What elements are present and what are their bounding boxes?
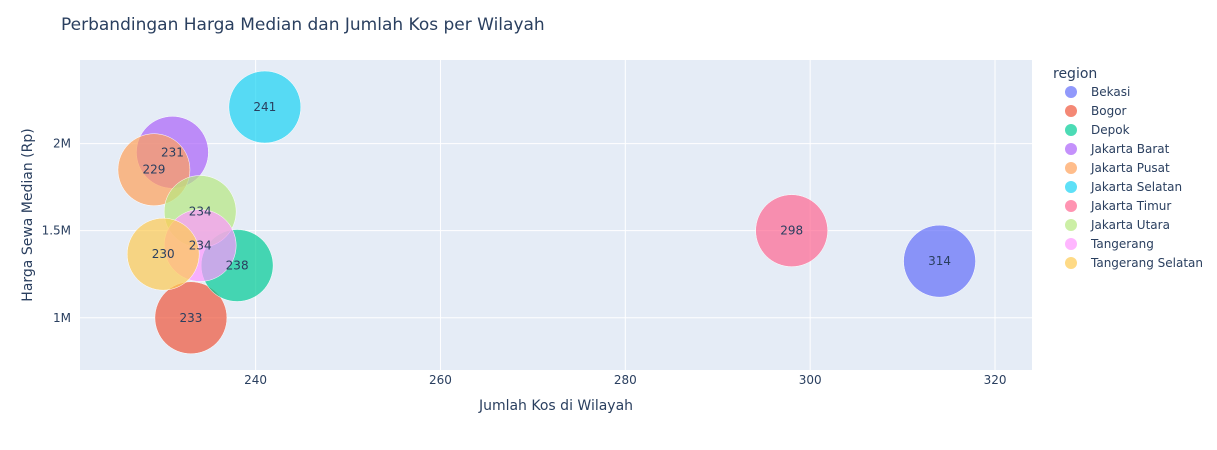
x-tick-label: 300 xyxy=(799,373,822,387)
bubble-tangerang-selatan[interactable] xyxy=(126,217,200,291)
x-tick-label: 280 xyxy=(614,373,637,387)
y-tick-label: 1M xyxy=(53,311,71,325)
y-tick-label: 2M xyxy=(53,137,71,151)
legend-item-label[interactable]: Bogor xyxy=(1091,104,1127,118)
legend-marker[interactable] xyxy=(1065,200,1077,212)
x-tick-label: 260 xyxy=(429,373,452,387)
bubble-jakarta-pusat[interactable] xyxy=(117,133,191,206)
bubble-label: 230 xyxy=(152,247,175,261)
legend-item-label[interactable]: Tangerang Selatan xyxy=(1090,256,1203,270)
bubble-label: 231 xyxy=(161,145,184,159)
legend-marker[interactable] xyxy=(1065,238,1077,250)
legend-marker[interactable] xyxy=(1065,105,1077,117)
y-axis-title: Harga Sewa Median (Rp) xyxy=(20,128,36,301)
x-axis-title: Jumlah Kos di Wilayah xyxy=(478,398,633,414)
chart-title: Perbandingan Harga Median dan Jumlah Kos… xyxy=(61,15,545,35)
y-tick-label: 1.5M xyxy=(42,224,71,238)
bubble-jakarta-selatan[interactable] xyxy=(228,70,302,144)
legend-marker[interactable] xyxy=(1065,181,1077,193)
x-tick-label: 320 xyxy=(984,373,1007,387)
bubble-label: 238 xyxy=(226,259,249,273)
x-axis-ticks: 240 260 280 300 320 xyxy=(244,373,1006,387)
legend-item-label[interactable]: Jakarta Barat xyxy=(1090,142,1170,156)
bubble-label: 241 xyxy=(253,100,276,114)
legend-item-label[interactable]: Jakarta Timur xyxy=(1090,199,1171,213)
legend-item-label[interactable]: Jakarta Pusat xyxy=(1090,161,1170,175)
bubble-label: 298 xyxy=(780,224,803,238)
legend-marker[interactable] xyxy=(1065,124,1077,136)
bubble-label: 234 xyxy=(189,205,212,219)
legend-marker[interactable] xyxy=(1065,257,1077,269)
legend-title: region xyxy=(1053,66,1097,82)
bubble-label: 234 xyxy=(189,238,212,252)
x-tick-label: 240 xyxy=(244,373,267,387)
legend: Bekasi Bogor Depok Jakarta Barat Jakarta Pus… xyxy=(1065,85,1203,270)
legend-marker[interactable] xyxy=(1065,162,1077,174)
legend-item-label[interactable]: Jakarta Utara xyxy=(1090,218,1170,232)
bubble-bogor[interactable] xyxy=(154,281,228,355)
legend-item-label[interactable]: Bekasi xyxy=(1091,85,1130,99)
legend-marker[interactable] xyxy=(1065,86,1077,98)
legend-marker[interactable] xyxy=(1065,143,1077,155)
bubble-jakarta-timur[interactable] xyxy=(755,194,828,267)
bubble-bekasi[interactable] xyxy=(903,224,976,298)
legend-item-label[interactable]: Depok xyxy=(1091,123,1130,137)
y-axis-ticks: 1M 1.5M 2M xyxy=(42,137,71,325)
bubble-label: 229 xyxy=(142,163,165,177)
legend-marker[interactable] xyxy=(1065,219,1077,231)
legend-item-label[interactable]: Tangerang xyxy=(1090,237,1154,251)
bubble-label: 314 xyxy=(928,254,951,268)
bubbles: 314 233 238 231 229 241 298 234 234 230 xyxy=(117,70,976,355)
legend-item-label[interactable]: Jakarta Selatan xyxy=(1090,180,1182,194)
bubble-label: 233 xyxy=(179,311,202,325)
